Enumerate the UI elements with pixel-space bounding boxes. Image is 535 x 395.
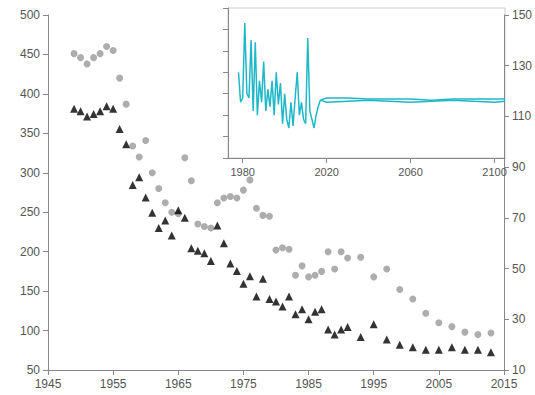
svg-text:10: 10 (512, 363, 526, 377)
svg-text:200: 200 (20, 245, 40, 259)
svg-text:450: 450 (20, 47, 40, 61)
svg-text:2015: 2015 (491, 377, 518, 391)
svg-text:90: 90 (512, 160, 526, 174)
svg-text:1955: 1955 (100, 377, 127, 391)
svg-text:2020: 2020 (314, 166, 338, 178)
svg-text:1980: 1980 (230, 166, 254, 178)
svg-text:300: 300 (20, 166, 40, 180)
svg-text:50: 50 (27, 363, 41, 377)
svg-text:110: 110 (512, 109, 531, 123)
svg-text:1985: 1985 (295, 377, 322, 391)
svg-text:250: 250 (20, 205, 40, 219)
svg-text:2005: 2005 (425, 377, 452, 391)
svg-text:2100: 2100 (482, 166, 506, 178)
svg-text:1995: 1995 (360, 377, 387, 391)
svg-text:70: 70 (512, 211, 526, 225)
svg-text:1975: 1975 (230, 377, 257, 391)
svg-text:350: 350 (20, 126, 40, 140)
svg-text:130: 130 (512, 59, 532, 73)
svg-text:150: 150 (512, 8, 532, 22)
svg-text:30: 30 (512, 312, 526, 326)
svg-text:150: 150 (20, 284, 40, 298)
svg-text:500: 500 (20, 8, 40, 22)
svg-text:400: 400 (20, 87, 40, 101)
svg-text:1945: 1945 (35, 377, 62, 391)
svg-text:2060: 2060 (398, 166, 422, 178)
svg-text:100: 100 (20, 324, 40, 338)
svg-text:50: 50 (512, 262, 526, 276)
svg-text:1965: 1965 (165, 377, 192, 391)
